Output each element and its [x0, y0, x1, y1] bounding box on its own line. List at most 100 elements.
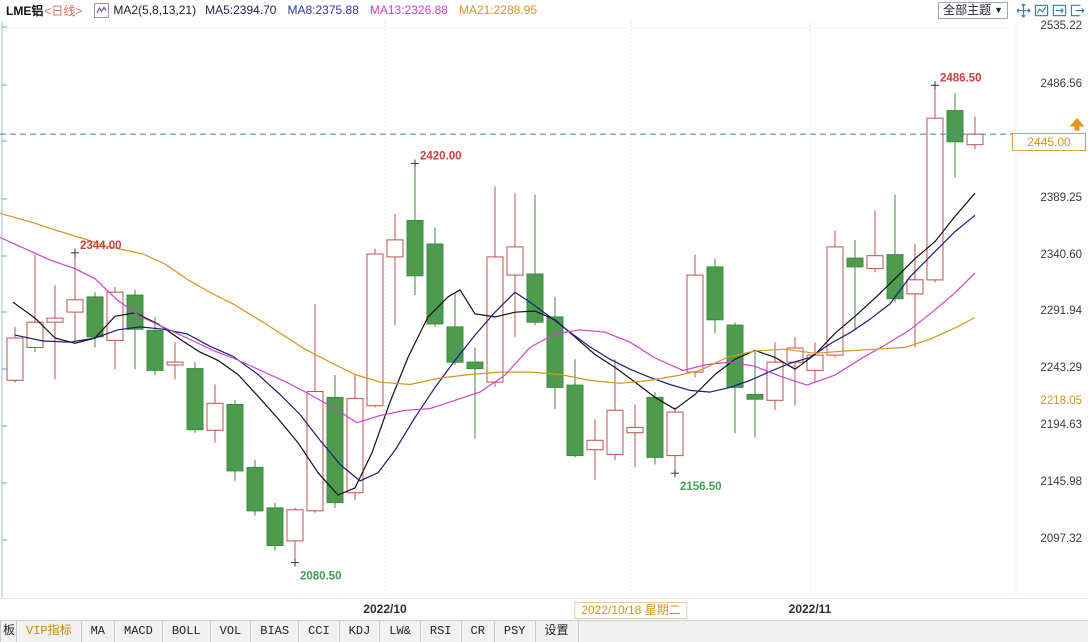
- indicator-tabs-bar: 板 VIP指标 MA MACD BOLL VOL BIAS CCI KDJ LW& RSI CR PSY…: [0, 620, 1088, 642]
- y-axis-label: 2535.22: [1040, 20, 1082, 32]
- candle-body: [466, 361, 484, 370]
- candle-body: [966, 133, 984, 146]
- indicator-tab-cci[interactable]: CCI: [299, 621, 340, 642]
- indicator-tab-vol[interactable]: VOL: [211, 621, 252, 642]
- candle-body: [366, 253, 384, 407]
- ma-group-label: MA2(5,8,13,21): [113, 3, 197, 17]
- candle-body: [546, 316, 564, 388]
- x-axis-label: 2022/10: [363, 602, 407, 616]
- candle-body: [66, 299, 84, 313]
- candle-body: [906, 279, 924, 295]
- symbol-name: LME铝: [6, 3, 44, 18]
- y-axis-label: 2194.63: [1040, 419, 1082, 431]
- panel-layout-icon[interactable]: [1034, 3, 1049, 18]
- candle-body: [506, 246, 524, 276]
- candle-body: [426, 243, 444, 325]
- candle-body: [6, 337, 24, 381]
- candle-body: [166, 361, 184, 366]
- candle-body: [246, 466, 264, 512]
- candle-body: [686, 274, 704, 373]
- candle-body: [866, 255, 884, 270]
- price-annotation: 2344.00: [80, 240, 122, 252]
- indicator-tab-[interactable]: 设置: [536, 621, 579, 642]
- candle-body: [346, 398, 364, 494]
- candle-body: [746, 394, 764, 400]
- candles-layer: [6, 85, 984, 563]
- y-axis-label: 2340.60: [1040, 249, 1082, 261]
- candle-body: [586, 439, 604, 451]
- indicator-tab-lw[interactable]: LW&: [380, 621, 421, 642]
- ma-line-ma13: [0, 236, 976, 424]
- price-up-arrow-icon: [1069, 118, 1085, 127]
- current-price-tag: 2445.00: [1012, 133, 1086, 151]
- candle-body: [306, 391, 324, 512]
- price-annotation: 2080.50: [300, 571, 342, 583]
- candle-body: [926, 117, 944, 281]
- x-axis-date-highlight: 2022/10/18 星期二: [574, 602, 688, 619]
- candle-body: [666, 411, 684, 457]
- y-axis-label: 2243.29: [1040, 362, 1082, 374]
- ma-line-ma21: [0, 212, 976, 386]
- price-annotation: 2420.00: [420, 150, 462, 162]
- candle-body: [606, 409, 624, 455]
- candle-body: [706, 266, 724, 321]
- ma8-value: MA8:2375.88: [287, 3, 359, 17]
- candle-body: [146, 329, 164, 371]
- ma5-value: MA5:2394.70: [205, 3, 277, 17]
- indicator-tab-ma[interactable]: MA: [82, 621, 116, 642]
- indicator-tab-bias[interactable]: BIAS: [251, 621, 300, 642]
- candle-body: [206, 402, 224, 431]
- indicator-tab-kdj[interactable]: KDJ: [340, 621, 381, 642]
- indicator-tab-rsi[interactable]: RSI: [421, 621, 462, 642]
- candle-body: [846, 257, 864, 268]
- price-annotation: 2156.50: [680, 481, 722, 493]
- pan-move-icon[interactable]: [1016, 3, 1031, 18]
- period-label: <日线>: [44, 3, 83, 18]
- candle-body: [946, 110, 964, 143]
- current-price-value: 2445.00: [1027, 135, 1071, 149]
- candle-body: [86, 296, 104, 338]
- indicator-tab-psy[interactable]: PSY: [495, 621, 536, 642]
- candle-body: [226, 404, 244, 472]
- export-right-icon[interactable]: [1070, 3, 1085, 18]
- chevron-down-icon: ▼: [994, 5, 1003, 15]
- y-axis-label: 2145.98: [1040, 476, 1082, 488]
- indicator-tab-partial[interactable]: 板: [0, 621, 17, 642]
- theme-dropdown[interactable]: 全部主题 ▼: [938, 1, 1008, 19]
- indicator-tab-boll[interactable]: BOLL: [163, 621, 211, 642]
- y-axis-label: 2291.94: [1040, 305, 1082, 317]
- indicator-tab-macd[interactable]: MACD: [115, 621, 163, 642]
- grid-layer: [1, 22, 1017, 598]
- candle-body: [526, 273, 544, 323]
- panel-arrow-icon[interactable]: [1052, 3, 1067, 18]
- ma-lines-layer: [0, 192, 976, 496]
- candle-body: [566, 384, 584, 457]
- annotations-layer: 2344.00 2420.00 2486.50 2080.50 2156.50: [71, 72, 982, 583]
- candle-body: [626, 426, 644, 434]
- candle-body: [326, 396, 344, 504]
- indicator-chart-icon[interactable]: [94, 2, 110, 18]
- date-axis: 2022/10 2022/10/18 星期二 2022/11: [0, 598, 1088, 621]
- candle-body: [646, 396, 664, 458]
- y-axis-label: 2389.25: [1040, 192, 1082, 204]
- candle-body: [186, 368, 204, 431]
- candle-body: [386, 239, 404, 258]
- candle-body: [446, 326, 464, 363]
- ma21-value: MA21:2288.95: [458, 3, 537, 17]
- candle-body: [886, 254, 904, 300]
- x-axis-label: 2022/11: [788, 602, 832, 616]
- candle-body: [766, 361, 784, 401]
- ma13-value: MA13:2326.88: [369, 3, 448, 17]
- chart-header: LME铝 <日线> MA2(5,8,13,21) MA5:2394.70 MA8…: [0, 0, 1088, 20]
- indicator-tab-vip[interactable]: VIP指标: [17, 621, 82, 642]
- candle-body: [266, 507, 284, 546]
- y-axis-reference-label: 2218.05: [1040, 395, 1082, 407]
- y-axis-label: 2486.56: [1040, 78, 1082, 90]
- candle-body: [26, 321, 44, 349]
- candle-body: [46, 317, 64, 323]
- candle-body: [406, 220, 424, 277]
- indicator-tab-cr[interactable]: CR: [462, 621, 495, 642]
- candle-body: [826, 246, 844, 356]
